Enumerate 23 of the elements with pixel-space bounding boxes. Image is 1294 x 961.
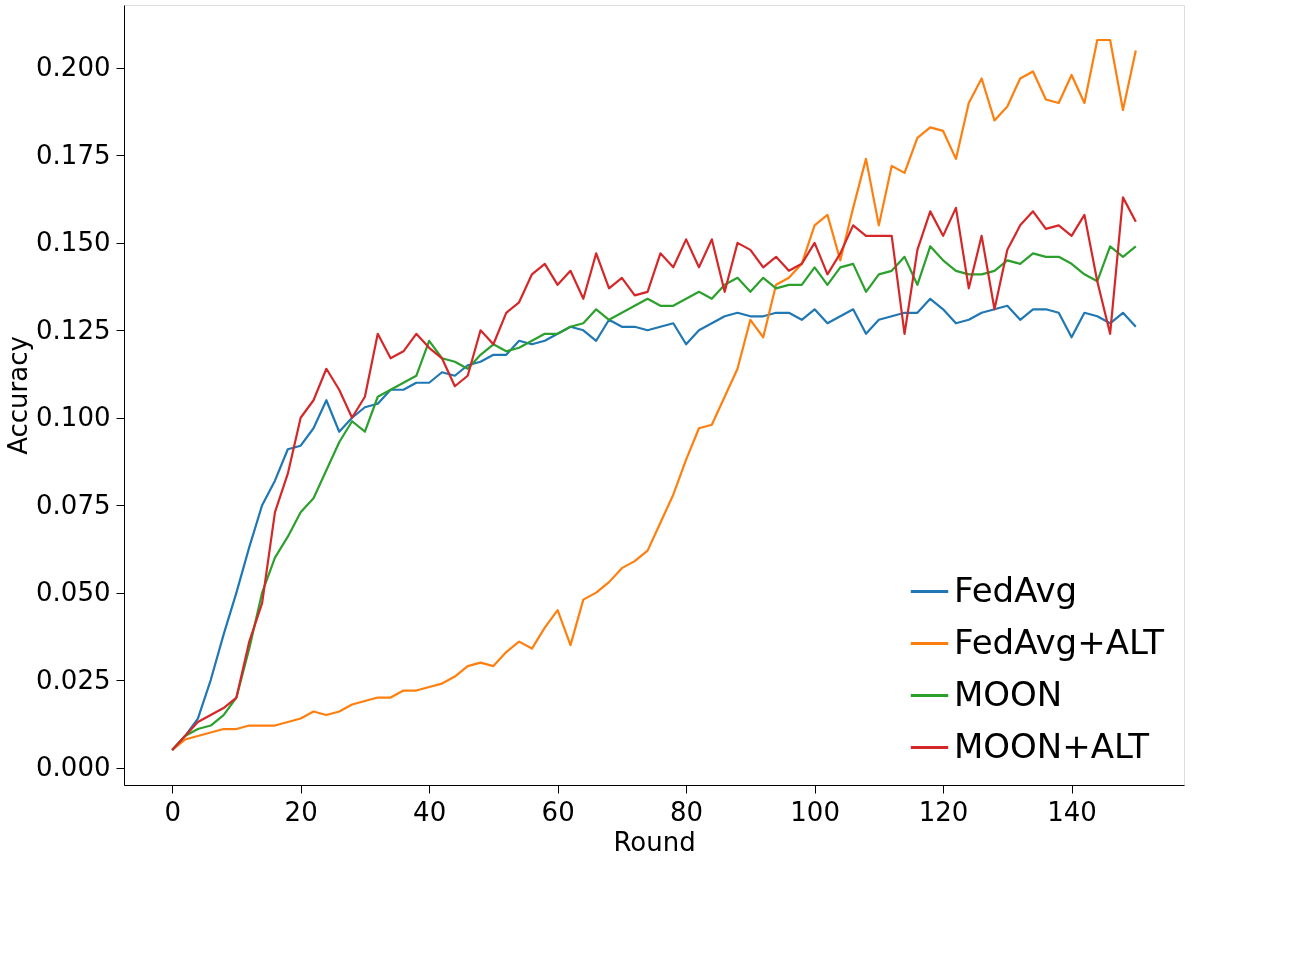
x-tick-label: 0 bbox=[164, 796, 181, 827]
y-tick-label: 0.000 bbox=[36, 752, 111, 783]
y-tick-label: 0.200 bbox=[36, 52, 111, 83]
y-tick-label: 0.050 bbox=[36, 577, 111, 608]
x-tick-label: 140 bbox=[1047, 796, 1097, 827]
legend-label: MOON+ALT bbox=[954, 725, 1150, 766]
x-tick-label: 100 bbox=[790, 796, 840, 827]
legend-label: FedAvg bbox=[954, 569, 1078, 610]
x-tick-label: 80 bbox=[670, 796, 704, 827]
x-tick-label: 60 bbox=[541, 796, 575, 827]
x-tick-label: 40 bbox=[413, 796, 447, 827]
y-tick-label: 0.125 bbox=[36, 314, 111, 345]
legend-label: FedAvg+ALT bbox=[954, 621, 1165, 662]
y-tick-label: 0.175 bbox=[36, 139, 111, 170]
y-axis-title: Accuracy bbox=[3, 336, 34, 455]
y-tick-label: 0.100 bbox=[36, 402, 111, 433]
x-axis-title: Round bbox=[613, 826, 696, 857]
legend-label: MOON bbox=[954, 673, 1063, 714]
y-tick-label: 0.150 bbox=[36, 227, 111, 258]
x-tick-label: 120 bbox=[918, 796, 969, 827]
y-tick-label: 0.075 bbox=[36, 489, 111, 520]
y-tick-label: 0.025 bbox=[36, 664, 111, 695]
x-tick-label: 20 bbox=[284, 796, 318, 827]
